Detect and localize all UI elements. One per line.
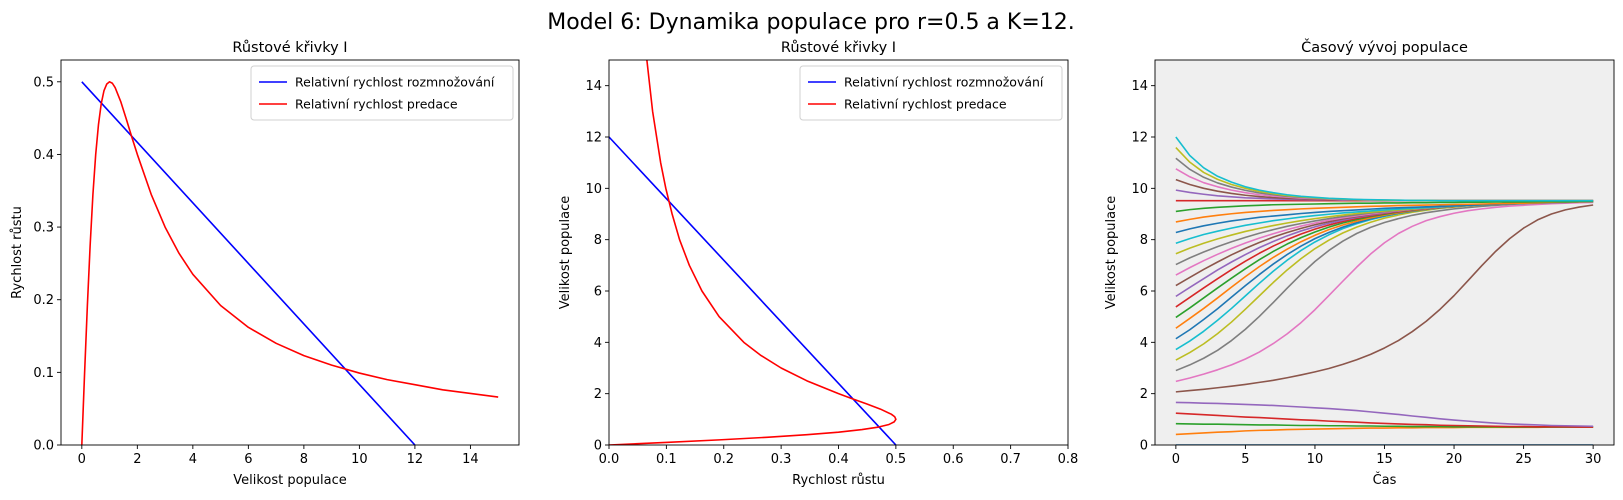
x-tick-label: 0.8 [1058,452,1079,467]
y-tick-label: 14 [1131,79,1148,94]
series-line-2 [81,80,499,445]
y-tick-label: 0 [594,439,602,454]
y-tick-label: 8 [594,233,602,248]
series-line-1 [81,81,416,445]
series-line-23 [1175,200,1594,213]
y-axis-label: Velikost populace [558,196,573,310]
legend-entry-label: Relativní rychlost predace [295,97,458,112]
chart-title: Časový vývoj populace [1301,38,1468,56]
legend-entry-label: Relativní rychlost predace [844,97,1007,112]
y-tick-label: 0.4 [33,148,54,163]
chart-panel-3: 0 5 10 15 20 25 30 0 2 4 6 8 10 12 14 Časový vývoj popu… [1104,38,1615,488]
legend-entry-label: Relativní rychlost rozmnožování [295,75,495,90]
series-group [81,80,499,445]
x-tick-label: 10 [351,452,368,467]
x-tick-label: 0.2 [713,452,734,467]
x-tick-label: 14 [462,452,479,467]
x-tick-label: 10 [1307,452,1324,467]
x-tick-label: 12 [407,452,424,467]
y-axis-label: Velikost populace [1104,196,1119,310]
x-axis-label: Čas [1373,472,1397,488]
y-tick-label: 0.5 [33,75,54,90]
y-tick-label: 10 [585,182,602,197]
plot-area [609,60,1068,445]
legend-box [250,65,514,121]
y-tick-label: 8 [1140,233,1148,248]
series-line-22 [1175,200,1594,223]
x-axis-label: Rychlost růstu [792,473,885,488]
x-tick-label: 20 [1446,452,1463,467]
y-tick-label: 0.2 [33,293,54,308]
x-tick-label: 2 [133,452,141,467]
series-line-7 [1175,201,1594,383]
plot-area [1155,60,1614,445]
legend: Relativní rychlost rozmnožování Relativní… [799,65,1063,121]
legend: Relativní rychlost rozmnožování Relativní… [250,65,514,121]
chart-panel-1: 0 2 4 6 8 10 12 14 0.0 0.1 0.2 0.3 0.4 0.5 Růstové kři… [10,40,520,488]
y-tick-label: 12 [585,131,602,146]
y-tick-label: 6 [594,285,602,300]
y-axis-label: Rychlost růstu [10,206,25,299]
x-tick-label: 0.4 [828,452,849,467]
x-tick-label: 0.0 [599,452,620,467]
legend-entry-label: Relativní rychlost rozmnožování [844,75,1044,90]
x-tick-label: 0.3 [771,452,792,467]
chart-panels: 0 2 4 6 8 10 12 14 0.0 0.1 0.2 0.3 0.4 0.5 Růstové kři… [10,38,1615,488]
series-line-4 [1175,412,1594,428]
x-tick-label: 8 [300,452,308,467]
series-line-30 [1175,136,1594,202]
chart-title: Růstové křivky I [781,40,896,56]
x-tick-label: 0.6 [943,452,964,467]
y-tick-label: 0.0 [33,439,54,454]
x-tick-label: 0.5 [886,452,907,467]
series-line-5 [1175,401,1594,428]
x-tick-label: 5 [1241,452,1249,467]
y-tick-label: 10 [1131,182,1148,197]
series-line-2 [609,60,897,445]
x-tick-label: 15 [1376,452,1393,467]
chart-panel-2: 0.0 0.1 0.2 0.3 0.4 0.5 0.6 0.7 0.8 0 2 4 6 8 10 12 14 Rů… [558,40,1078,488]
chart-title: Růstové křivky I [232,40,347,56]
y-tick-label: 6 [1140,285,1148,300]
figure-suptitle: Model 6: Dynamika populace pro r=0.5 a K… [547,10,1075,35]
legend-box [799,65,1063,121]
plot-area [61,60,519,445]
x-tick-label: 4 [189,452,197,467]
y-tick-label: 0 [1140,439,1148,454]
x-tick-label: 6 [244,452,252,467]
y-tick-label: 12 [1131,131,1148,146]
x-tick-label: 30 [1585,452,1602,467]
series-line-1 [609,136,897,445]
y-tick-label: 4 [594,336,602,351]
series-line-6 [1175,204,1594,393]
series-group [609,60,897,445]
y-tick-label: 2 [1140,387,1148,402]
x-tick-label: 0.1 [656,452,677,467]
y-tick-label: 0.1 [33,366,54,381]
x-tick-label: 25 [1515,452,1532,467]
axes-frame [60,59,520,446]
x-tick-label: 0 [78,452,86,467]
y-tick-label: 0.3 [33,221,54,236]
x-tick-label: 0.7 [1000,452,1021,467]
x-tick-label: 0 [1172,452,1180,467]
y-tick-label: 14 [585,79,602,94]
x-axis-label: Velikost populace [233,473,347,488]
series-group [1175,136,1594,445]
y-tick-label: 4 [1140,336,1148,351]
y-tick-label: 2 [594,387,602,402]
